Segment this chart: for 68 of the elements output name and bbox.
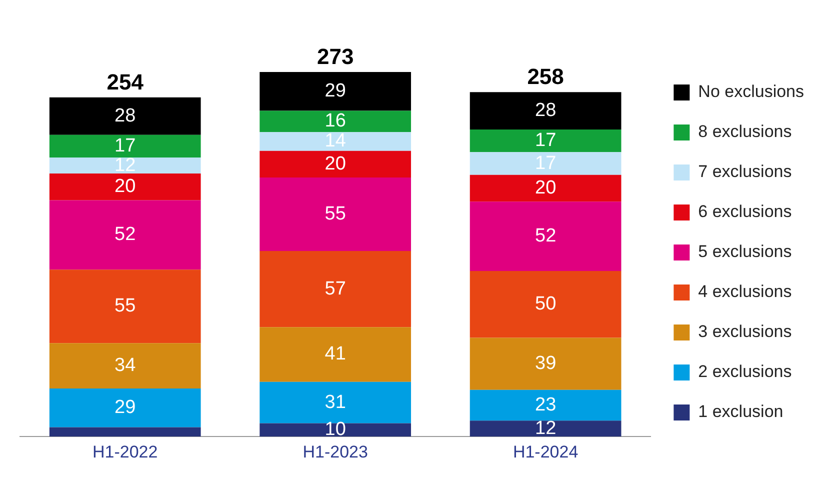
data-label: 20 <box>114 176 136 198</box>
legend-label: 3 exclusions <box>698 322 792 342</box>
bar <box>470 271 622 338</box>
total-label: 254 <box>106 69 144 94</box>
bar <box>470 174 622 202</box>
legend-label: 4 exclusions <box>698 282 792 302</box>
data-label: 52 <box>114 224 136 246</box>
bar <box>260 178 412 251</box>
data-label: 50 <box>534 294 556 315</box>
bar <box>260 382 412 424</box>
legend-label: 7 exclusions <box>698 162 792 182</box>
total-label: 258 <box>527 64 564 90</box>
bar <box>260 423 412 437</box>
data-label: 41 <box>324 344 346 365</box>
bar <box>49 270 201 344</box>
bar <box>260 150 412 178</box>
bar <box>470 420 622 437</box>
bar <box>49 97 201 135</box>
data-label: 31 <box>324 392 346 413</box>
data-label: 20 <box>534 177 556 198</box>
bar <box>260 110 412 132</box>
bar <box>260 132 412 151</box>
data-label: 28 <box>114 105 136 126</box>
legend-label: No exclusions <box>698 82 804 102</box>
bar <box>49 174 201 200</box>
data-label: 28 <box>534 100 556 122</box>
data-label: 52 <box>534 226 556 247</box>
data-label: 14 <box>324 130 346 152</box>
data-label: 17 <box>114 135 136 156</box>
bar <box>260 250 412 328</box>
bar <box>49 200 201 270</box>
legend-label: 2 exclusions <box>698 362 792 382</box>
data-label: 17 <box>534 152 556 174</box>
data-label: 10 <box>324 419 346 440</box>
data-label: 12 <box>114 154 136 176</box>
bar <box>470 202 622 272</box>
bar <box>470 338 622 390</box>
legend-label: 8 exclusions <box>698 122 792 142</box>
bar <box>49 134 201 158</box>
data-label: 29 <box>324 80 346 102</box>
legend-label: 1 exclusion <box>698 402 784 422</box>
bar <box>470 92 622 130</box>
bar <box>470 152 622 175</box>
data-label: 55 <box>324 204 346 224</box>
data-label: 34 <box>114 355 136 376</box>
x-tick-label: H1-2023 <box>302 442 368 462</box>
legend-label: 5 exclusions <box>698 242 792 262</box>
data-label: 17 <box>534 130 556 152</box>
data-label: 23 <box>534 394 556 416</box>
legend-label: 6 exclusions <box>698 202 792 222</box>
data-label: 20 <box>324 153 346 174</box>
bar <box>470 390 622 421</box>
data-label: 12 <box>534 418 556 439</box>
data-label: 29 <box>114 397 136 418</box>
bar <box>260 72 412 111</box>
data-label: 55 <box>114 296 136 317</box>
bar <box>49 158 201 174</box>
data-label: 16 <box>324 110 346 132</box>
bar <box>260 327 412 382</box>
bar <box>470 129 622 152</box>
bar <box>49 388 201 428</box>
x-tick-label: H1-2022 <box>92 442 158 462</box>
x-tick-label: H1-2024 <box>512 442 578 462</box>
data-label: 57 <box>324 278 346 300</box>
bar <box>49 343 201 389</box>
total-label: 273 <box>316 44 354 70</box>
bar <box>49 427 201 437</box>
data-label: 39 <box>534 353 556 374</box>
